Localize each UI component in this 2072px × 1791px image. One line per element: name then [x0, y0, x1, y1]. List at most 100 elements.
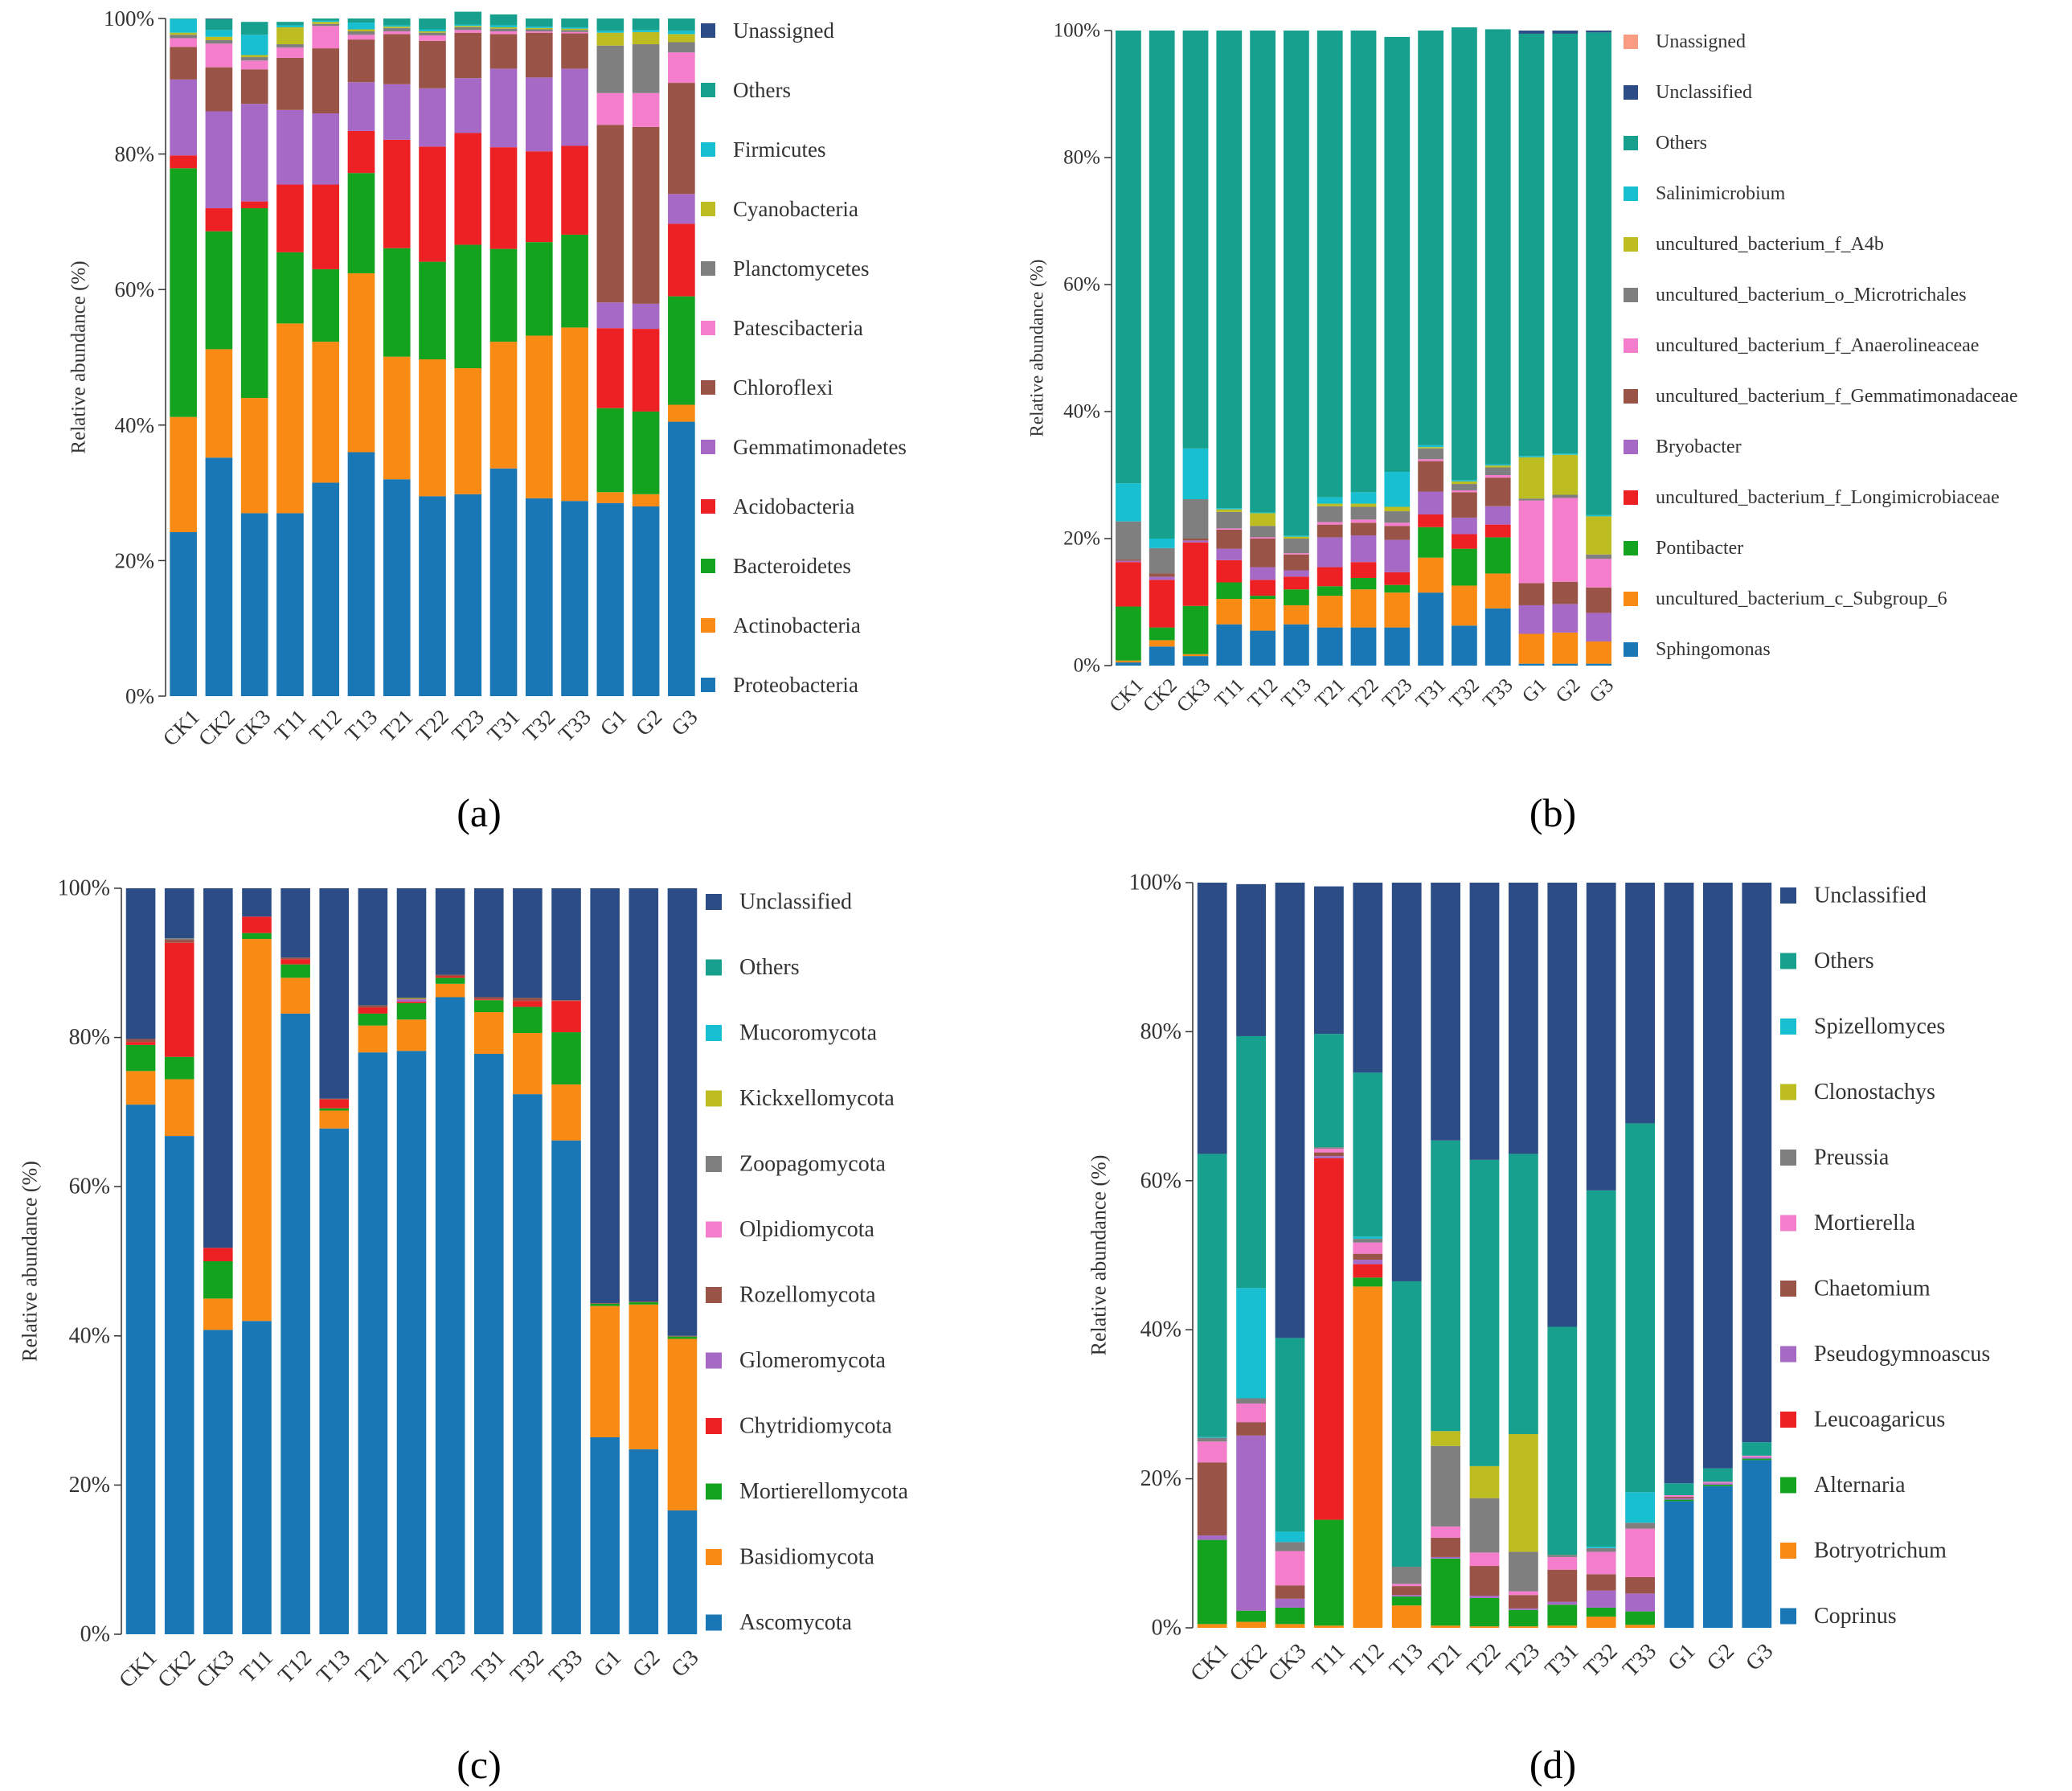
- y-tick-label: 0%: [1152, 1616, 1181, 1641]
- bar-segment-t21-bacteroidetes: [383, 248, 411, 357]
- bar-segment-t22-actinobacteria: [419, 359, 446, 497]
- bar-segment-t13-alternaria: [1391, 1596, 1422, 1606]
- bar-segment-t31-others: [489, 14, 518, 26]
- bar-segment-t11-actinobacteria: [276, 323, 304, 514]
- bar-segment-t13-unclassified: [1391, 883, 1422, 1281]
- x-tick-label: T32: [506, 1646, 549, 1689]
- legend-label: Chaetomium: [1814, 1277, 1931, 1301]
- bar-segment-t33-uncultured-bacterium-f-longimicrobiaceae: [1484, 524, 1511, 538]
- bar-segment-t21-salinimicrobium: [1316, 497, 1343, 504]
- bar-segment-g2-coprinus: [1703, 1486, 1733, 1628]
- bar-segment-t11-uncultured-bacterium-f-gemmatimonadaceae: [1216, 529, 1243, 549]
- bar-segment-t11-firmicutes: [276, 25, 304, 27]
- x-tick-label: CK3: [1263, 1639, 1311, 1686]
- bar-segment-t22-bryobacter: [1350, 535, 1377, 563]
- bar-segment-t13-rozellomycota: [319, 1098, 350, 1100]
- bar-segment-t32-actinobacteria: [525, 335, 553, 498]
- bar-segment-t22-sphingomonas: [1350, 627, 1377, 666]
- bar-segment-g3-others: [668, 18, 695, 31]
- bar-segment-t13-uncultured-bacterium-f-a4b: [1284, 536, 1309, 539]
- bar-segment-t22-chloroflexi: [419, 40, 446, 88]
- legend-swatch: [1780, 953, 1796, 969]
- bar-segment-t32-uncultured-bacterium-f-longimicrobiaceae: [1452, 534, 1477, 549]
- bar-segment-ck3-others: [1275, 1338, 1305, 1532]
- bar-segment-t32-mortierellomycota: [513, 1006, 543, 1034]
- bar-segment-ck3-others: [240, 22, 268, 35]
- bar-segment-t31-others: [1547, 1326, 1578, 1555]
- legend-swatch: [1624, 440, 1638, 454]
- bar-segment-g2-uncultured-bacterium-f-anaerolineaceae: [1552, 498, 1579, 582]
- bar-segment-t13-ascomycota: [319, 1128, 350, 1634]
- bar-segment-t32-chytridiomycota: [513, 1001, 543, 1007]
- bar-segment-ck3-bryobacter: [1182, 540, 1209, 543]
- bar-segment-t31-basidiomycota: [473, 1012, 504, 1055]
- bar-segment-t12-uncultured-bacterium-f-gemmatimonadaceae: [1250, 539, 1276, 568]
- bar-segment-ck2-firmicutes: [205, 30, 233, 37]
- bar-segment-g1-rozellomycota: [590, 1302, 620, 1304]
- bar-segment-t22-uncultured-bacterium-f-a4b: [1350, 503, 1377, 507]
- bar-segment-t23-mortierella: [1509, 1591, 1538, 1596]
- bar-segment-ck1-spizellomyces: [1197, 1436, 1227, 1438]
- x-tick-label: G1: [1663, 1639, 1700, 1676]
- panel-label: (b): [1529, 790, 1576, 835]
- bar-segment-t22-preussia: [1469, 1498, 1500, 1553]
- legend-label: Actinobacteria: [733, 613, 861, 637]
- bar-segment-t33-alternaria: [1625, 1611, 1655, 1625]
- bar-segment-ck2-others: [1149, 31, 1175, 539]
- bar-segment-ck3-chloroflexi: [240, 69, 268, 105]
- bar-segment-t21-planctomycetes: [383, 27, 411, 32]
- bar-segment-ck2-zoopagomycota: [164, 938, 195, 941]
- x-tick-label: G3: [1741, 1639, 1778, 1676]
- bar-segment-t21-botryotrichum: [1431, 1625, 1460, 1628]
- bar-segment-t12-basidiomycota: [280, 977, 310, 1014]
- bar-segment-t23-gemmatimonadetes: [454, 78, 482, 133]
- y-tick-label: 80%: [115, 142, 155, 166]
- bar-segment-ck1-mortierella: [1197, 1441, 1227, 1463]
- bar-segment-t31-alternaria: [1547, 1605, 1578, 1626]
- legend-label: Salinimicrobium: [1656, 183, 1786, 204]
- bar-segment-t21-mortierella: [1431, 1526, 1460, 1538]
- bar-segment-t33-uncultured-bacterium-c-subgroup-6: [1484, 573, 1511, 609]
- y-tick-label: 60%: [115, 277, 155, 301]
- bar-segment-t31-unclassified: [473, 888, 504, 998]
- bar-segment-g1-uncultured-bacterium-f-a4b: [1518, 457, 1545, 499]
- bar-segment-t13-botryotrichum: [1391, 1605, 1422, 1628]
- bar-segment-g1-uncultured-bacterium-f-gemmatimonadaceae: [1518, 583, 1545, 605]
- bar-segment-t33-gemmatimonadetes: [561, 68, 588, 146]
- bar-segment-t11-mortierellomycota: [242, 932, 272, 940]
- bar-segment-ck1-basidiomycota: [125, 1071, 156, 1105]
- bar-segment-t31-firmicutes: [489, 25, 518, 27]
- legend-swatch: [1624, 288, 1638, 302]
- bar-segment-t12-ascomycota: [280, 1013, 310, 1634]
- bar-segment-t33-uncultured-bacterium-f-a4b: [1484, 465, 1511, 468]
- bar-segment-t23-patescibacteria: [454, 30, 482, 33]
- bar-segment-t23-firmicutes: [454, 24, 482, 27]
- legend-label: Unassigned: [733, 18, 834, 43]
- bar-segment-t31-chloroflexi: [489, 34, 518, 69]
- bar-segment-ck3-mortierellomycota: [203, 1261, 233, 1299]
- bar-segment-ck2-others: [205, 18, 233, 31]
- bar-segment-t32-spizellomyces: [1586, 1546, 1616, 1548]
- bar-segment-t12-pontibacter: [1250, 596, 1276, 600]
- bar-segment-t13-firmicutes: [347, 23, 375, 30]
- bar-segment-t11-proteobacteria: [276, 513, 304, 696]
- bar-segment-t13-unclassified: [319, 888, 350, 1099]
- legend-swatch: [1780, 1543, 1796, 1559]
- bar-segment-ck2-mortierella: [1236, 1403, 1266, 1423]
- bar-segment-t31-bacteroidetes: [489, 248, 518, 342]
- bar-segment-t12-others: [312, 18, 340, 21]
- bar-segment-g2-chloroflexi: [632, 126, 660, 304]
- bar-segment-ck2-mortierellomycota: [164, 1056, 195, 1080]
- bar-segment-t21-clonostachys: [1431, 1431, 1460, 1446]
- bar-segment-ck3-proteobacteria: [240, 513, 268, 696]
- bar-segment-g2-acidobacteria: [632, 329, 660, 412]
- bar-segment-t32-salinimicrobium: [1452, 480, 1477, 482]
- bar-segment-g1-uncultured-bacterium-f-anaerolineaceae: [1518, 500, 1545, 584]
- bar-segment-t12-mortierellomycota: [280, 964, 310, 978]
- bar-segment-ck1-mortierellomycota: [125, 1044, 156, 1072]
- legend-label: Botryotrichum: [1814, 1539, 1947, 1564]
- bar-segment-t31-others: [1418, 31, 1443, 445]
- bar-segment-t12-chloroflexi: [312, 48, 340, 114]
- bar-segment-t22-basidiomycota: [396, 1019, 427, 1051]
- bar-segment-ck2-bacteroidetes: [205, 231, 233, 350]
